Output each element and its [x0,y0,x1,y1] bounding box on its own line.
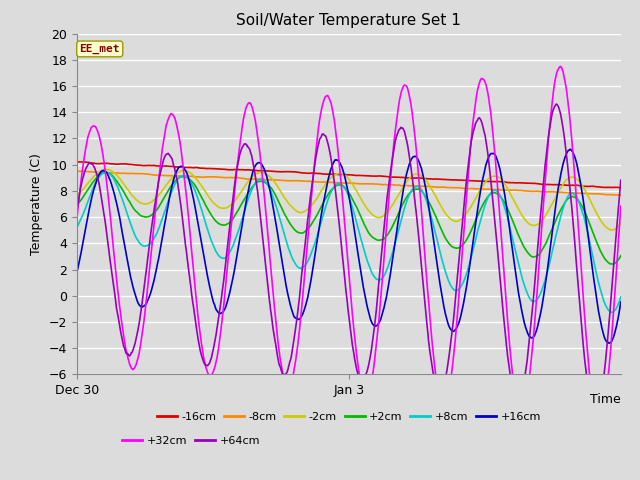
+64cm [293,317,301,323]
-2cm [498,177,506,182]
+64cm [129,349,136,355]
+2cm [498,195,506,201]
+2cm [617,253,625,259]
Line: +2cm: +2cm [77,172,621,264]
-2cm [313,195,321,201]
+16cm [293,316,301,322]
+2cm [73,202,81,208]
+2cm [608,261,616,267]
+16cm [497,171,505,177]
+2cm [313,212,321,218]
-8cm [498,187,506,193]
-16cm [73,159,81,165]
+64cm [591,410,598,416]
Line: +64cm: +64cm [77,104,621,413]
-8cm [616,192,624,198]
+8cm [498,195,506,201]
+8cm [313,234,321,240]
+8cm [102,169,110,175]
-8cm [294,178,301,184]
+64cm [553,101,561,107]
-16cm [74,159,81,165]
+64cm [447,343,454,348]
+32cm [129,366,136,372]
Legend: +32cm, +64cm: +32cm, +64cm [118,432,264,451]
-2cm [73,192,81,198]
+16cm [605,340,612,346]
+8cm [73,225,81,230]
-16cm [447,177,455,183]
Line: -2cm: -2cm [77,169,621,230]
+2cm [447,243,455,249]
+8cm [447,283,455,288]
Y-axis label: Temperature (C): Temperature (C) [30,153,43,255]
+16cm [507,235,515,241]
+64cm [73,209,81,215]
Text: EE_met: EE_met [79,44,120,54]
+8cm [294,264,301,269]
+8cm [617,294,625,300]
+16cm [447,326,454,332]
-16cm [508,180,515,186]
Line: +8cm: +8cm [77,172,621,312]
+16cm [312,243,320,249]
-16cm [498,179,506,185]
-2cm [609,227,617,233]
-2cm [508,192,515,198]
-8cm [447,185,455,191]
-2cm [447,216,455,222]
-16cm [617,185,625,191]
-16cm [129,162,137,168]
+32cm [617,204,625,209]
Line: -8cm: -8cm [77,171,621,195]
+64cm [497,286,505,292]
-16cm [294,169,301,175]
+2cm [129,204,137,210]
+32cm [497,230,505,236]
+32cm [507,355,515,360]
+8cm [129,227,137,233]
-16cm [313,170,321,176]
+2cm [294,229,301,235]
-2cm [129,193,137,199]
-8cm [129,171,137,177]
+16cm [617,299,625,305]
Line: +16cm: +16cm [77,149,621,343]
+16cm [129,282,136,288]
+64cm [617,177,625,183]
+8cm [508,230,515,236]
+64cm [312,152,320,157]
Text: Time: Time [590,393,621,406]
-2cm [617,220,625,226]
-8cm [73,168,81,174]
-8cm [74,168,81,174]
+16cm [567,146,575,152]
-8cm [508,187,515,193]
+8cm [608,310,616,315]
+16cm [73,270,81,276]
Title: Soil/Water Temperature Set 1: Soil/Water Temperature Set 1 [236,13,461,28]
+32cm [447,379,454,385]
-16cm [616,185,624,191]
-8cm [617,192,625,198]
-8cm [313,179,321,185]
-2cm [294,209,301,215]
Line: +32cm: +32cm [77,66,621,425]
Line: -16cm: -16cm [77,162,621,188]
+64cm [507,376,515,382]
+32cm [557,63,564,69]
+32cm [293,349,301,355]
+32cm [312,143,320,149]
+2cm [101,169,109,175]
-2cm [101,167,109,172]
+32cm [595,422,602,428]
+32cm [73,217,81,223]
+2cm [508,215,515,220]
